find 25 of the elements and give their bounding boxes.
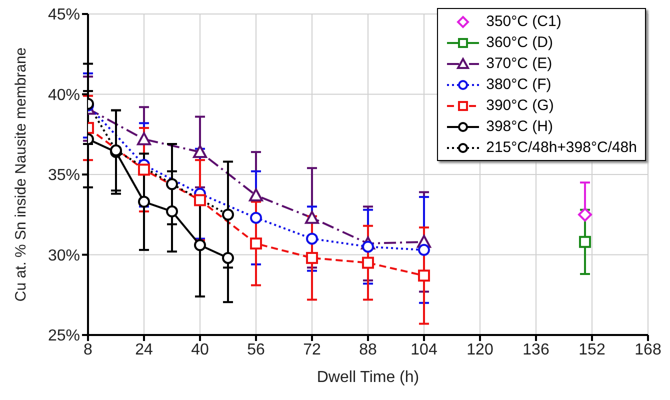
legend-label: 350°C (C1) <box>486 13 562 30</box>
y-tick-label: 30% <box>48 247 80 264</box>
legend-label: 370°C (E) <box>486 55 552 72</box>
x-tick-label: 104 <box>410 341 438 358</box>
x-axis-title: Dwell Time (h) <box>316 369 420 386</box>
x-tick-label: 152 <box>578 341 606 358</box>
y-tick-label: 40% <box>48 86 80 104</box>
y-tick-label: 25% <box>48 328 80 345</box>
x-tick-label: 24 <box>135 341 153 358</box>
x-tick-label: 8 <box>84 341 93 358</box>
x-tick-label: 120 <box>466 341 494 358</box>
x-tick-label: 40 <box>191 341 209 358</box>
x-tick-label: 56 <box>247 341 265 358</box>
x-tick-label: 168 <box>634 341 662 358</box>
y-tick-label: 45% <box>48 6 80 24</box>
legend-label: 390°C (G) <box>486 97 554 114</box>
legend-label: 360°C (D) <box>486 34 553 51</box>
x-tick-label: 88 <box>359 341 377 358</box>
legend-label: 215°C/48h+398°C/48h <box>486 139 637 156</box>
y-tick-label: 35% <box>48 167 80 184</box>
legend-label: 380°C (F) <box>486 76 552 93</box>
x-tick-label: 136 <box>522 341 550 358</box>
y-axis-title: Cu at. % Sn inside Nausite membrane <box>12 47 30 302</box>
x-tick-label: 72 <box>303 341 321 358</box>
legend-label: 398°C (H) <box>486 118 553 135</box>
